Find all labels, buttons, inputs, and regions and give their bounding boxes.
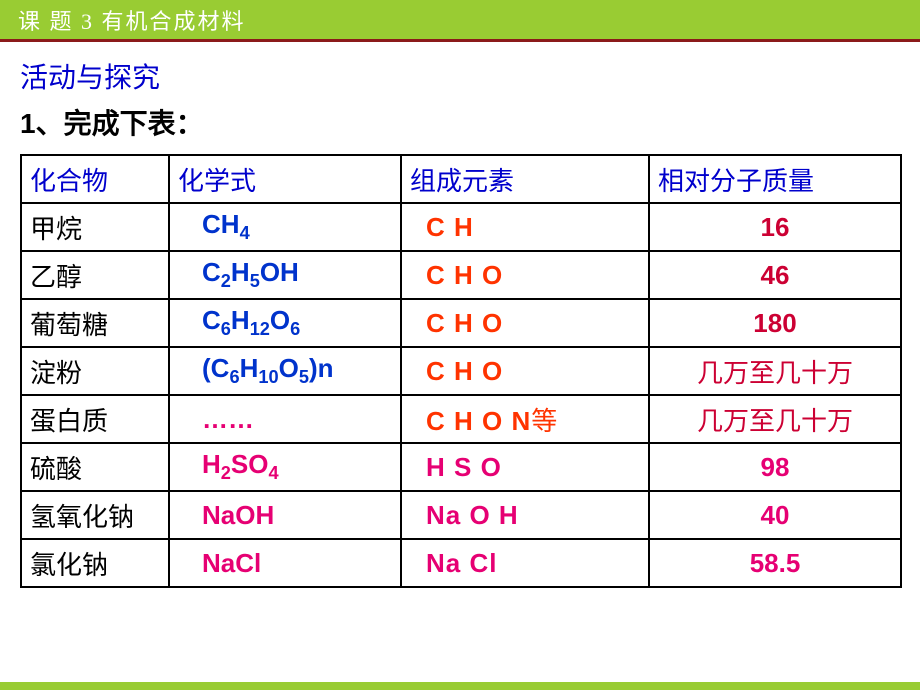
compound-name-cell: 蛋白质 (21, 395, 169, 443)
header-mass: 相对分子质量 (649, 155, 901, 203)
formula-cell: C2H5OH (169, 251, 401, 299)
compound-name-cell: 氯化钠 (21, 539, 169, 587)
formula-cell: NaCl (169, 539, 401, 587)
table-row: 淀粉(C6H10O5)nC H O几万至几十万 (21, 347, 901, 395)
formula-cell: …… (169, 395, 401, 443)
table-row: 乙醇C2H5OHC H O46 (21, 251, 901, 299)
elements-cell: H S O (401, 443, 649, 491)
mass-cell: 几万至几十万 (649, 347, 901, 395)
formula-cell: H2SO4 (169, 443, 401, 491)
compound-name-cell: 淀粉 (21, 347, 169, 395)
formula-cell: CH4 (169, 203, 401, 251)
compound-name-cell: 硫酸 (21, 443, 169, 491)
formula-cell: (C6H10O5)n (169, 347, 401, 395)
elements-cell: C H O (401, 251, 649, 299)
mass-cell: 180 (649, 299, 901, 347)
mass-cell: 58.5 (649, 539, 901, 587)
elements-cell: C H O (401, 347, 649, 395)
elements-cell: Na Cl (401, 539, 649, 587)
formula-cell: C6H12O6 (169, 299, 401, 347)
header-formula: 化学式 (169, 155, 401, 203)
section-title: 活动与探究 (20, 56, 900, 96)
table-row: 氯化钠NaClNa Cl58.5 (21, 539, 901, 587)
table-row: 甲烷CH4C H16 (21, 203, 901, 251)
elements-cell: C H O N等 (401, 395, 649, 443)
compound-name-cell: 氢氧化钠 (21, 491, 169, 539)
table-row: 葡萄糖C6H12O6C H O180 (21, 299, 901, 347)
compound-name-cell: 乙醇 (21, 251, 169, 299)
formula-cell: NaOH (169, 491, 401, 539)
table-row: 硫酸H2SO4H S O98 (21, 443, 901, 491)
chemistry-table: 化合物 化学式 组成元素 相对分子质量 甲烷CH4C H16乙醇C2H5OHC … (20, 154, 902, 588)
header-bar: 课 题 3 有机合成材料 (0, 0, 920, 42)
table-row: 蛋白质……C H O N等几万至几十万 (21, 395, 901, 443)
compound-name-cell: 甲烷 (21, 203, 169, 251)
header-compound: 化合物 (21, 155, 169, 203)
elements-cell: C H (401, 203, 649, 251)
header-title: 课 题 3 有机合成材料 (18, 4, 246, 36)
mass-cell: 98 (649, 443, 901, 491)
elements-cell: C H O (401, 299, 649, 347)
mass-cell: 几万至几十万 (649, 395, 901, 443)
mass-cell: 16 (649, 203, 901, 251)
mass-cell: 46 (649, 251, 901, 299)
table-row: 氢氧化钠NaOHNa O H40 (21, 491, 901, 539)
table-header-row: 化合物 化学式 组成元素 相对分子质量 (21, 155, 901, 203)
content-area: 活动与探究 1、完成下表： 化合物 化学式 组成元素 相对分子质量 甲烷CH4C… (0, 42, 920, 588)
header-elements: 组成元素 (401, 155, 649, 203)
compound-name-cell: 葡萄糖 (21, 299, 169, 347)
mass-cell: 40 (649, 491, 901, 539)
elements-cell: Na O H (401, 491, 649, 539)
bottom-bar (0, 682, 920, 690)
instruction-text: 1、完成下表： (20, 102, 900, 142)
